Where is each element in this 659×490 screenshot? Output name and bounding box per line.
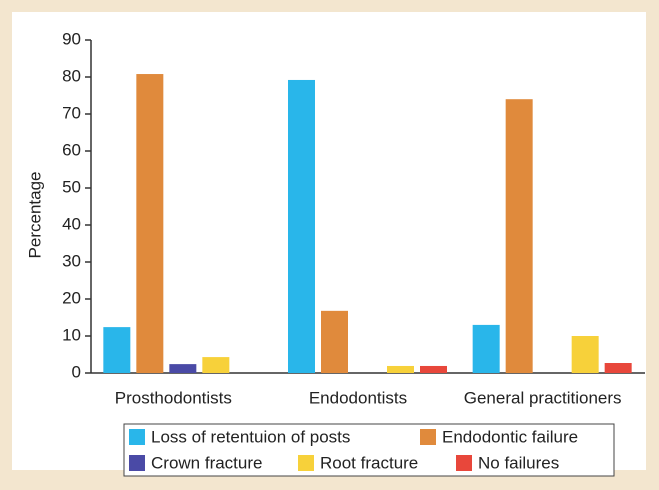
bar [103,327,131,373]
bar [136,74,164,373]
legend-swatch [456,455,472,471]
bar [505,99,533,373]
y-tick-label: 70 [62,103,81,122]
y-tick-label: 50 [62,177,81,196]
legend-label: Root fracture [320,453,418,472]
y-tick-label: 30 [62,251,81,270]
y-tick-label: 10 [62,325,81,344]
bar [571,336,599,373]
legend-label: Loss of retentuion of posts [151,427,350,446]
x-tick-label: Endodontists [309,388,407,407]
x-tick-label: General practitioners [464,388,622,407]
bar [420,365,447,373]
y-axis-label: Percentage [25,172,44,259]
bar [169,364,197,373]
bar [202,357,230,373]
bar [604,363,632,373]
legend-swatch [129,455,145,471]
legend-label: Crown fracture [151,453,262,472]
legend-swatch [129,429,145,445]
legend-swatch [298,455,314,471]
y-tick-label: 90 [62,29,81,48]
x-tick-label: Prosthodontists [115,388,232,407]
y-tick-label: 60 [62,140,81,159]
legend-label: No failures [478,453,559,472]
legend-box [123,423,615,477]
y-tick-label: 80 [62,66,81,85]
y-tick-label: 20 [62,288,81,307]
panel [12,12,646,470]
bar [288,79,315,374]
bar [472,324,500,373]
bar [321,310,348,373]
y-tick-label: 0 [72,362,81,381]
legend-swatch [420,429,436,445]
y-tick-label: 40 [62,214,81,233]
legend-label: Endodontic failure [442,427,578,446]
bar [387,365,414,373]
